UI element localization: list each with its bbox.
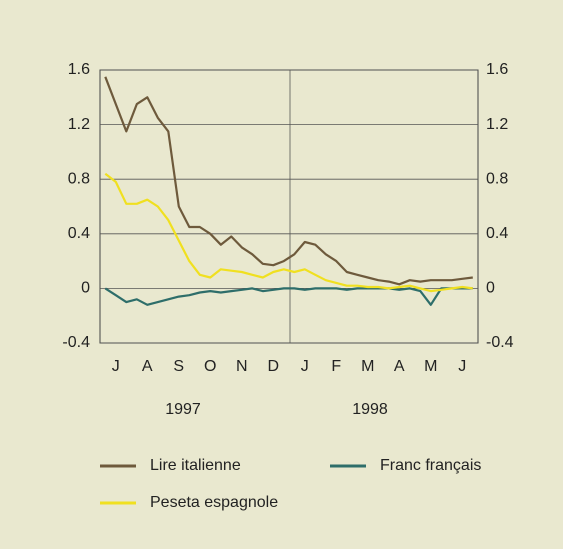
x-tick-label: D bbox=[267, 358, 279, 375]
x-tick-label: F bbox=[331, 358, 341, 375]
x-tick-label: J bbox=[458, 358, 466, 375]
y-tick-label: -0.4 bbox=[62, 334, 90, 351]
y2-tick-label: -0.4 bbox=[486, 334, 514, 351]
year-label: 1998 bbox=[352, 401, 388, 418]
y-tick-label: 1.6 bbox=[68, 61, 90, 78]
x-tick-label: A bbox=[142, 358, 153, 375]
legend-label: Peseta espagnole bbox=[150, 494, 278, 511]
x-tick-label: N bbox=[236, 358, 248, 375]
series-line bbox=[104, 287, 473, 306]
x-tick-label: A bbox=[394, 358, 405, 375]
x-tick-label: J bbox=[301, 358, 309, 375]
series-line bbox=[104, 76, 473, 286]
y-tick-label: 0.8 bbox=[68, 170, 90, 187]
x-tick-label: S bbox=[173, 358, 184, 375]
x-tick-label: M bbox=[361, 358, 374, 375]
y2-tick-label: 0.4 bbox=[486, 225, 508, 242]
x-tick-label: J bbox=[112, 358, 120, 375]
y-tick-label: 0 bbox=[81, 280, 90, 297]
legend-label: Franc français bbox=[380, 457, 481, 474]
legend-label: Lire italienne bbox=[150, 457, 241, 474]
y-tick-label: 0.4 bbox=[68, 225, 90, 242]
year-label: 1997 bbox=[165, 401, 201, 418]
y2-tick-label: 0 bbox=[486, 280, 495, 297]
y2-tick-label: 1.6 bbox=[486, 61, 508, 78]
x-tick-label: M bbox=[424, 358, 437, 375]
y2-tick-label: 1.2 bbox=[486, 116, 508, 133]
x-tick-label: O bbox=[204, 358, 216, 375]
y2-tick-label: 0.8 bbox=[486, 170, 508, 187]
y-tick-label: 1.2 bbox=[68, 116, 90, 133]
series-line bbox=[104, 172, 473, 293]
